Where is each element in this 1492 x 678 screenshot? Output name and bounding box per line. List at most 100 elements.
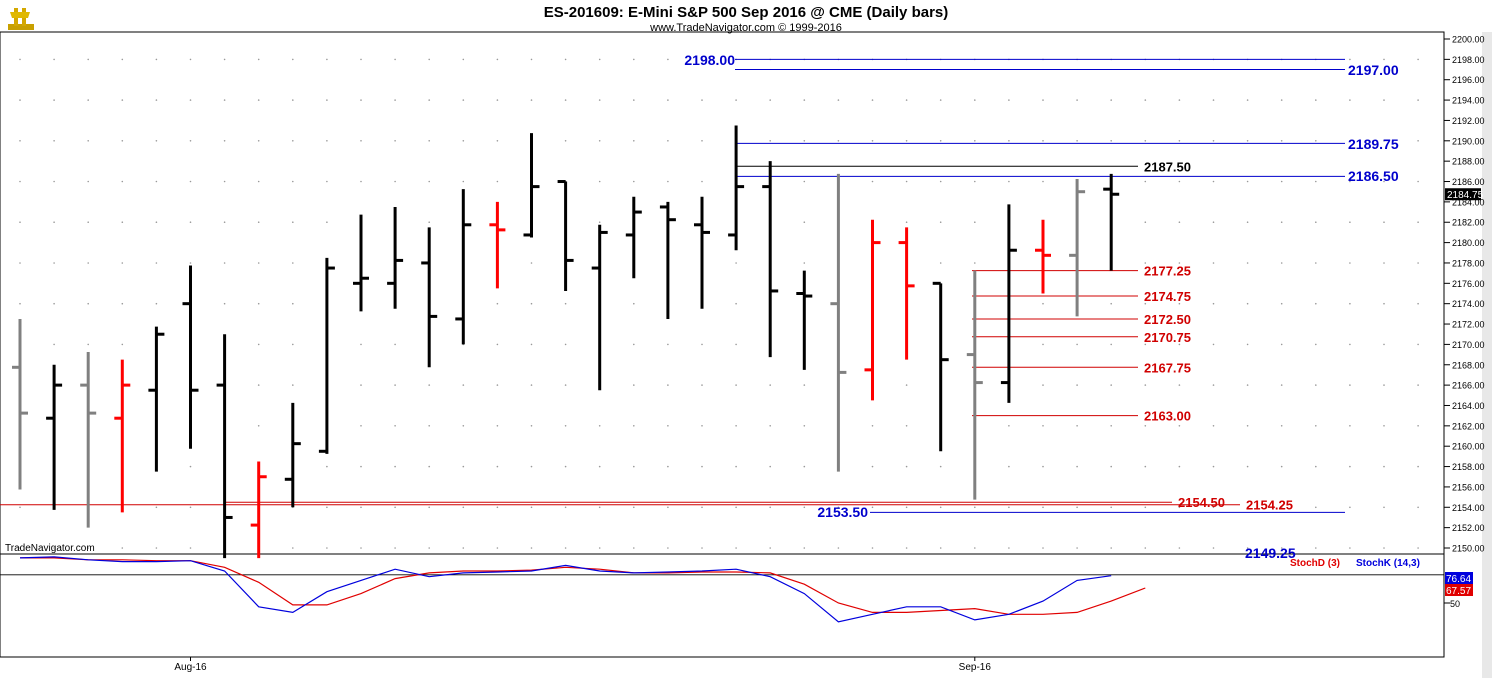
grid-dot — [1178, 425, 1181, 427]
grid-dot — [121, 547, 124, 549]
grid-dot — [974, 180, 976, 183]
grid-dot — [496, 547, 499, 549]
grid-dot — [837, 140, 840, 142]
grid-dot — [326, 465, 328, 468]
grid-dot — [769, 425, 771, 427]
grid-dot — [1212, 425, 1215, 427]
grid-dot — [1417, 465, 1419, 468]
grid-dot — [462, 180, 465, 183]
grid-dot — [257, 302, 260, 305]
grid-dot — [1280, 384, 1283, 386]
grid-dot — [564, 140, 567, 142]
grid-dot — [1417, 58, 1419, 61]
grid-dot — [19, 547, 21, 549]
blue-level-label: 2186.50 — [1348, 168, 1399, 184]
grid-dot — [1383, 425, 1385, 427]
grid-dot — [633, 547, 635, 549]
y-tick-label: 2178.00 — [1452, 258, 1485, 268]
grid-dot — [1349, 425, 1351, 427]
grid-dot — [974, 262, 976, 264]
grid-dot — [360, 547, 362, 549]
grid-dot — [496, 465, 499, 468]
grid-dot — [735, 343, 737, 346]
grid-dot — [1315, 506, 1317, 509]
grid-dot — [462, 465, 465, 468]
grid-dot — [769, 547, 771, 549]
grid-dot — [1417, 384, 1419, 386]
grid-dot — [1383, 99, 1385, 101]
grid-dot — [189, 58, 192, 61]
grid-dot — [633, 465, 635, 468]
grid-dot — [223, 302, 226, 305]
grid-dot — [462, 140, 465, 142]
grid-dot — [701, 465, 703, 468]
grid-dot — [1212, 99, 1215, 101]
grid-dot — [1246, 140, 1249, 142]
grid-dot — [530, 506, 533, 509]
grid-dot — [360, 384, 362, 386]
y-tick-label: 2152.00 — [1452, 523, 1485, 533]
grid-dot — [803, 425, 806, 427]
grid-dot — [1280, 425, 1283, 427]
grid-dot — [1042, 506, 1044, 509]
y-tick-label: 2170.00 — [1452, 340, 1485, 350]
grid-dot — [1178, 343, 1181, 346]
grid-dot — [1076, 140, 1078, 142]
grid-dot — [428, 465, 431, 468]
stochastic-lines — [0, 556, 1444, 623]
grid-dot — [1144, 262, 1147, 264]
grid-dot — [1417, 425, 1419, 427]
grid-dot — [326, 180, 328, 183]
grid-dot — [564, 465, 567, 468]
grid-dot — [701, 547, 703, 549]
grid-dot — [667, 425, 669, 427]
grid-dot — [1110, 302, 1112, 305]
grid-dot — [735, 465, 737, 468]
grid-dot — [428, 140, 431, 142]
grid-dot — [155, 221, 158, 223]
y-tick-label: 2182.00 — [1452, 218, 1485, 228]
y-tick-label: 2184.00 — [1452, 197, 1485, 207]
y-tick-label: 2156.00 — [1452, 482, 1485, 492]
right-scrollbar[interactable] — [1482, 32, 1492, 678]
grid-dot — [598, 547, 601, 549]
grid-dot — [19, 262, 21, 264]
grid-dot — [974, 140, 976, 142]
grid-dot — [803, 99, 806, 101]
grid-dot — [1315, 180, 1317, 183]
grid-dot — [19, 506, 21, 509]
chart-subtitle: www.TradeNavigator.com © 1999-2016 — [649, 22, 842, 34]
grid-dot — [496, 180, 499, 183]
red-level-label: 2170.75 — [1144, 330, 1191, 345]
grid-dot — [1042, 343, 1044, 346]
grid-dot — [257, 221, 260, 223]
grid-dot — [1315, 465, 1317, 468]
grid-dot — [1315, 302, 1317, 305]
stoch-last-tag — [1445, 584, 1473, 596]
grid-dot — [292, 302, 294, 305]
y-tick-label: 2168.00 — [1452, 360, 1485, 370]
y-tick-label: 2198.00 — [1452, 55, 1485, 65]
grid-dot — [1315, 262, 1317, 264]
grid-dot — [905, 425, 908, 427]
grid-dot — [53, 221, 55, 223]
y-tick-label: 2158.00 — [1452, 462, 1485, 472]
grid-dot — [598, 425, 601, 427]
grid-dot — [292, 140, 294, 142]
grid-dot — [871, 547, 874, 549]
grid-dot — [701, 58, 703, 61]
grid-dot — [394, 140, 396, 142]
grid-dot — [1383, 262, 1385, 264]
grid-dot — [564, 99, 567, 101]
grid-dot — [1280, 140, 1283, 142]
grid-dot — [360, 180, 362, 183]
grid-dot — [735, 262, 737, 264]
grid-dot — [53, 140, 55, 142]
last-price-tag — [1445, 188, 1481, 201]
grid-dot — [1212, 221, 1215, 223]
grid-dot — [871, 506, 874, 509]
grid-dot — [1246, 506, 1249, 509]
grid-dot — [428, 506, 431, 509]
main-panel-frame — [0, 31, 1445, 555]
grid-dot — [1246, 425, 1249, 427]
